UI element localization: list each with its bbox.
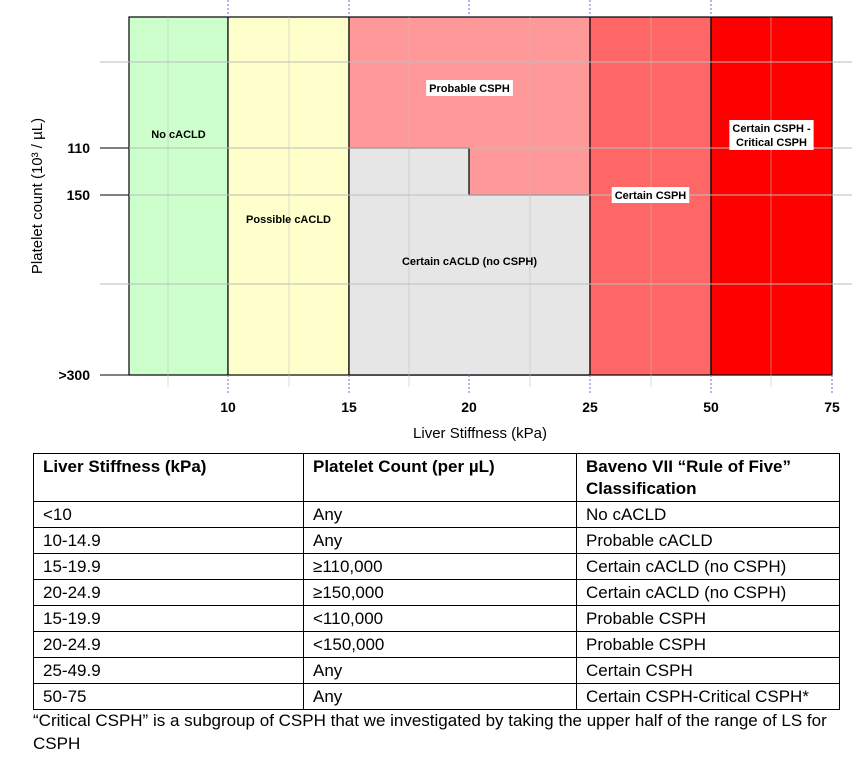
cell-classification: Certain cACLD (no CSPH) [576, 579, 840, 606]
cell-classification: Certain cACLD (no CSPH) [576, 553, 840, 580]
x-tick-label: 15 [341, 399, 357, 415]
x-tick-label: 20 [461, 399, 477, 415]
y-tick-label: 150 [67, 187, 91, 203]
cell-liver-stiffness: 25-49.9 [33, 657, 304, 684]
label-critical-csph: Certain CSPH - Critical CSPH [729, 120, 814, 150]
cell-classification: Probable cACLD [576, 527, 840, 554]
axis-ticks: 10 15 20 25 50 75 >300 150 110 [58, 140, 840, 415]
cell-liver-stiffness: 20-24.9 [33, 579, 304, 606]
table-row: 20-24.9 ≥150,000 Certain cACLD (no CSPH) [33, 579, 840, 606]
table-row: 15-19.9 <110,000 Probable CSPH [33, 605, 840, 632]
header-platelet-count: Platelet Count (per µL) [303, 453, 577, 502]
classification-regions [128, 16, 833, 376]
cell-platelet-count: <110,000 [303, 605, 577, 632]
classification-table: Liver Stiffness (kPa) Platelet Count (pe… [33, 453, 840, 710]
table-row: 20-24.9 <150,000 Probable CSPH [33, 631, 840, 658]
label-certain-csph-box [611, 187, 690, 203]
label-possible-cacld: Possible cACLD [246, 214, 331, 226]
x-axis-title: Liver Stiffness (kPa) [413, 425, 547, 442]
x-tick-label: 25 [582, 399, 598, 415]
x-tick-label: 10 [220, 399, 236, 415]
cell-liver-stiffness: 20-24.9 [33, 631, 304, 658]
label-certain-csph: Certain CSPH [611, 187, 690, 203]
label-certain-csph-text: Certain CSPH [615, 190, 687, 202]
cell-classification: No cACLD [576, 501, 840, 528]
cell-platelet-count: ≥110,000 [303, 553, 577, 580]
cell-classification: Probable CSPH [576, 605, 840, 632]
label-probable-csph-box [426, 80, 513, 96]
x-tick-label: 50 [703, 399, 719, 415]
cell-liver-stiffness: 15-19.9 [33, 605, 304, 632]
cell-platelet-count: Any [303, 501, 577, 528]
header-liver-stiffness: Liver Stiffness (kPa) [33, 453, 304, 502]
label-no-cacld-text: No cACLD [151, 129, 205, 141]
table-row: 15-19.9 ≥110,000 Certain cACLD (no CSPH) [33, 553, 840, 580]
cell-platelet-count: Any [303, 527, 577, 554]
label-critical-csph-text: Certain CSPH - [732, 123, 811, 135]
table-row: <10 Any No cACLD [33, 501, 840, 528]
y-axis-title: Platelet count (10³ / µL) [29, 118, 46, 274]
table-header-row: Liver Stiffness (kPa) Platelet Count (pe… [33, 453, 840, 502]
label-certain-cacld: Certain cACLD (no CSPH) [402, 256, 537, 268]
region-no-cacld [128, 16, 229, 376]
cell-platelet-count: ≥150,000 [303, 579, 577, 606]
cell-classification: Probable CSPH [576, 631, 840, 658]
table-body: <10 Any No cACLD 10-14.9 Any Probable cACLD 15… [33, 501, 840, 710]
footnote: “Critical CSPH” is a subgroup of CSPH th… [33, 711, 827, 753]
label-no-cacld: No cACLD [151, 129, 205, 141]
table-row: 10-14.9 Any Probable cACLD [33, 527, 840, 554]
label-possible-cacld-text: Possible cACLD [246, 214, 331, 226]
table-row: 50-75 Any Certain CSPH-Critical CSPH* [33, 683, 840, 710]
cell-classification: Certain CSPH-Critical CSPH* [576, 683, 840, 710]
cell-liver-stiffness: <10 [33, 501, 304, 528]
label-critical-csph-box [729, 120, 814, 150]
label-critical-csph-text: Critical CSPH [736, 137, 807, 149]
cell-platelet-count: Any [303, 657, 577, 684]
region-labels: No cACLD Possible cACLD Probable CSPH Certa… [151, 80, 814, 268]
baveno-chart: No cACLD Possible cACLD Probable CSPH Certa… [29, 0, 852, 442]
table-row: 25-49.9 Any Certain CSPH [33, 657, 840, 684]
cell-classification: Certain CSPH [576, 657, 840, 684]
x-tick-label: 75 [824, 399, 840, 415]
cell-liver-stiffness: 15-19.9 [33, 553, 304, 580]
cell-platelet-count: Any [303, 683, 577, 710]
classification-table-container: Liver Stiffness (kPa) Platelet Count (pe… [33, 453, 840, 710]
cell-platelet-count: <150,000 [303, 631, 577, 658]
y-tick-label: >300 [58, 367, 90, 383]
y-tick-label: 110 [67, 140, 90, 156]
cell-liver-stiffness: 50-75 [33, 683, 304, 710]
label-probable-csph: Probable CSPH [426, 80, 513, 96]
label-certain-cacld-text: Certain cACLD (no CSPH) [402, 256, 537, 268]
label-probable-csph-text: Probable CSPH [429, 83, 510, 95]
cell-liver-stiffness: 10-14.9 [33, 527, 304, 554]
header-classification: Baveno VII “Rule of Five” Classification [576, 453, 840, 502]
